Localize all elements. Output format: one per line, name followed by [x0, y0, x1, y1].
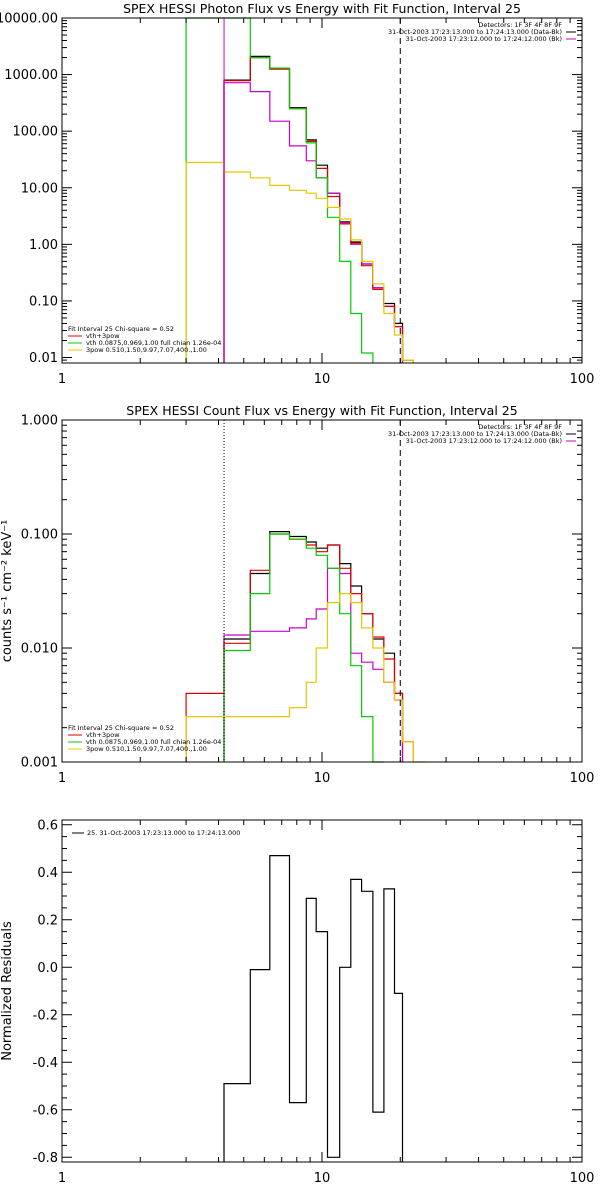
info-line: 31-Oct-2003 17:23:12.000 to 17:24:12.000…	[406, 437, 562, 445]
legend-entry: vth 0.0875,0.969,1.00 full chian 1.26e-0…	[86, 339, 221, 347]
series-line-3	[223, 57, 414, 363]
series-line-3	[185, 533, 414, 762]
x-tick-label: 1	[58, 1171, 66, 1186]
legend-entry: vth+3pow	[86, 332, 120, 340]
series-line-4	[223, 533, 384, 763]
y-tick-label: 0.6	[37, 818, 58, 833]
chart-title: SPEX HESSI Photon Flux vs Energy with Fi…	[123, 1, 521, 16]
y-tick-label: 0.01	[29, 351, 58, 366]
x-tick-label: 1	[58, 372, 66, 387]
x-tick-label: 10	[314, 1171, 331, 1186]
info-line: Detectors: 1F 3F 4F 8F 9F	[478, 21, 562, 29]
x-tick-label: 100	[570, 771, 595, 786]
info-line: 31-Oct-2003 17:23:13.000 to 17:24:13.000…	[388, 430, 562, 438]
info-line: 31-Oct-2003 17:23:13.000 to 17:24:13.000…	[388, 28, 562, 36]
series-line-1	[223, 855, 404, 1162]
series-line-5	[185, 161, 414, 363]
y-tick-label: 10.00	[21, 181, 58, 196]
legend-entry: 3pow 0.510,1.50,9.97,7.07,400.,1.00	[86, 346, 207, 354]
plot-frame	[61, 819, 583, 1163]
y-axis-label: counts s⁻¹ cm⁻² keV⁻¹	[0, 520, 15, 663]
chart-panel-1: SPEX HESSI Photon Flux vs Energy with Fi…	[0, 1, 594, 387]
chart-title: SPEX HESSI Count Flux vs Energy with Fit…	[126, 403, 517, 418]
y-tick-label: 100.00	[13, 125, 59, 140]
legend-entry: 25. 31-Oct-2003 17:23:13.000 to 17:24:13…	[87, 829, 240, 837]
y-tick-label: 0.010	[21, 642, 58, 657]
y-tick-label: 1000.00	[4, 68, 58, 83]
x-tick-label: 10	[314, 372, 331, 387]
y-tick-label: 0.4	[37, 866, 58, 881]
info-line: 31-Oct-2003 17:23:12.000 to 17:24:12.000…	[406, 35, 562, 43]
plot-frame	[61, 17, 583, 364]
y-tick-label: 0.100	[21, 528, 58, 543]
y-tick-label: 0.0	[37, 961, 58, 976]
x-tick-label: 100	[570, 1171, 595, 1186]
series-line-4	[185, 17, 374, 363]
y-tick-label: -0.4	[33, 1056, 58, 1071]
y-tick-label: -0.8	[33, 1151, 58, 1166]
info-line: Detectors: 1F 3F 4F 8F 9F	[478, 423, 562, 431]
x-tick-label: 100	[570, 372, 595, 387]
chart-panel-2: SPEX HESSI Count Flux vs Energy with Fit…	[0, 403, 594, 786]
x-tick-label: 10	[314, 771, 331, 786]
plot-frame	[61, 419, 583, 763]
y-tick-label: 0.10	[29, 294, 58, 309]
y-tick-label: 10000.00	[0, 12, 58, 27]
legend-entry: Fit Interval 25 Chi-square = 0.52	[68, 724, 174, 732]
series-line-5	[185, 593, 425, 763]
chart-panel-3: Normalized Residuals 1 10 100 -0.8 -0.6 -0.4 -0…	[0, 818, 594, 1186]
y-tick-label: 1.00	[29, 238, 58, 253]
series-line-1	[223, 55, 404, 363]
x-tick-label: 1	[58, 771, 66, 786]
series-line-2	[223, 82, 404, 363]
y-tick-label: 1.000	[21, 414, 58, 429]
y-tick-label: -0.2	[33, 1008, 58, 1023]
legend-entry: 3pow 0.510,1.50,9.97,7.07,400.,1.00	[86, 745, 207, 753]
y-tick-label: -0.6	[33, 1103, 58, 1118]
y-axis-label: Normalized Residuals	[0, 921, 15, 1061]
y-tick-label: 0.2	[37, 913, 58, 928]
legend-entry: Fit Interval 25 Chi-square = 0.52	[68, 325, 174, 333]
legend-entry: vth 0.0875,0.969,1.00 full chian 1.26e-0…	[86, 738, 221, 746]
legend-entry: vth+3pow	[86, 731, 120, 739]
y-tick-label: 0.001	[21, 756, 58, 771]
